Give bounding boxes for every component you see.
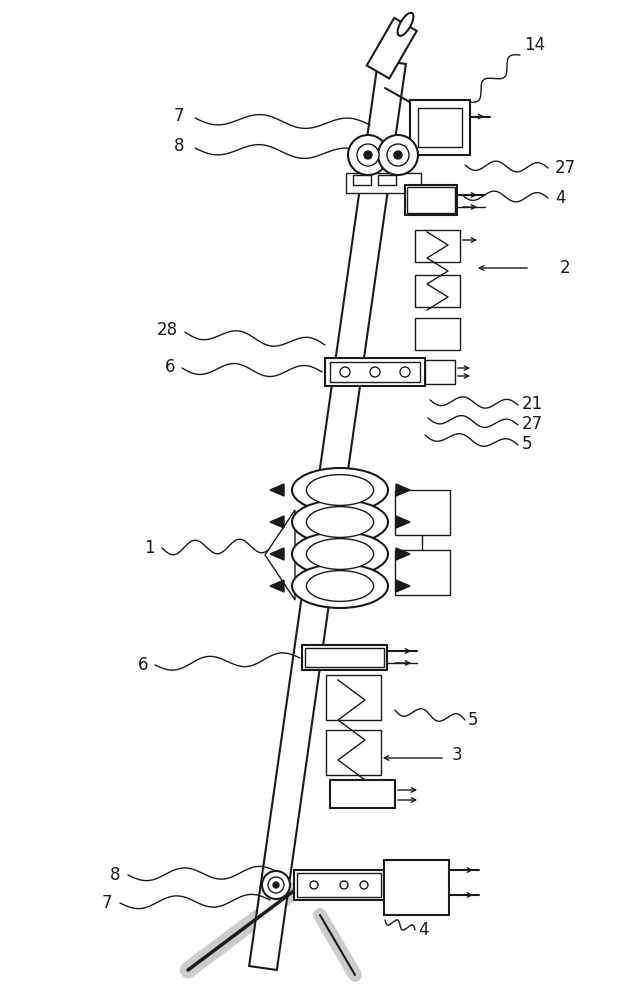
Circle shape [370, 367, 380, 377]
Polygon shape [396, 484, 410, 496]
Text: 28: 28 [157, 321, 178, 339]
Circle shape [310, 881, 318, 889]
Polygon shape [270, 516, 284, 528]
Polygon shape [249, 60, 406, 970]
Bar [330, 362, 420, 382]
Bar [415, 318, 460, 350]
Text: 1: 1 [145, 539, 155, 557]
Ellipse shape [306, 539, 374, 569]
Text: 4: 4 [418, 921, 428, 939]
Bar [353, 175, 371, 185]
Text: 5: 5 [468, 711, 479, 729]
Circle shape [268, 877, 284, 893]
Text: 5: 5 [522, 435, 533, 453]
Ellipse shape [292, 500, 388, 544]
Bar [415, 230, 460, 262]
Text: 8: 8 [174, 137, 184, 155]
Circle shape [387, 144, 409, 166]
Text: 7: 7 [101, 894, 112, 912]
Circle shape [357, 144, 379, 166]
Circle shape [340, 367, 350, 377]
Bar [294, 870, 384, 900]
Ellipse shape [292, 564, 388, 608]
Bar [410, 100, 470, 155]
Bar [325, 358, 425, 386]
Circle shape [400, 367, 410, 377]
Text: 8: 8 [109, 866, 120, 884]
Bar [330, 780, 395, 808]
Circle shape [360, 881, 368, 889]
Ellipse shape [398, 13, 413, 36]
Ellipse shape [306, 475, 374, 505]
Text: 2: 2 [560, 259, 571, 277]
Bar [346, 173, 421, 193]
Bar [418, 108, 462, 147]
Circle shape [364, 151, 372, 159]
Circle shape [340, 881, 348, 889]
Bar [407, 187, 455, 213]
Text: 3: 3 [452, 746, 462, 764]
Polygon shape [396, 548, 410, 560]
Text: 7: 7 [174, 107, 184, 125]
Text: 6: 6 [138, 656, 148, 674]
Bar [326, 730, 381, 775]
Polygon shape [270, 484, 284, 496]
Polygon shape [367, 18, 417, 79]
Text: 14: 14 [524, 36, 545, 54]
Circle shape [273, 882, 279, 888]
Bar [305, 648, 384, 667]
Circle shape [348, 135, 388, 175]
Ellipse shape [306, 507, 374, 537]
Text: 27: 27 [522, 415, 543, 433]
Bar [378, 175, 396, 185]
Polygon shape [396, 580, 410, 592]
Bar [425, 360, 455, 384]
Circle shape [378, 135, 418, 175]
Text: 4: 4 [555, 189, 565, 207]
Text: 27: 27 [555, 159, 576, 177]
Text: 6: 6 [165, 358, 175, 376]
Bar [297, 873, 381, 897]
Bar [326, 675, 381, 720]
Polygon shape [270, 548, 284, 560]
Circle shape [394, 151, 402, 159]
Bar [415, 275, 460, 307]
Polygon shape [270, 580, 284, 592]
Bar [395, 490, 450, 535]
Text: 21: 21 [522, 395, 543, 413]
Ellipse shape [292, 468, 388, 512]
Bar [395, 550, 450, 595]
Bar [302, 645, 387, 670]
Ellipse shape [292, 532, 388, 576]
Bar [405, 185, 457, 215]
Polygon shape [396, 516, 410, 528]
Bar [384, 860, 449, 915]
Polygon shape [265, 510, 295, 600]
Circle shape [262, 871, 290, 899]
Ellipse shape [306, 571, 374, 601]
